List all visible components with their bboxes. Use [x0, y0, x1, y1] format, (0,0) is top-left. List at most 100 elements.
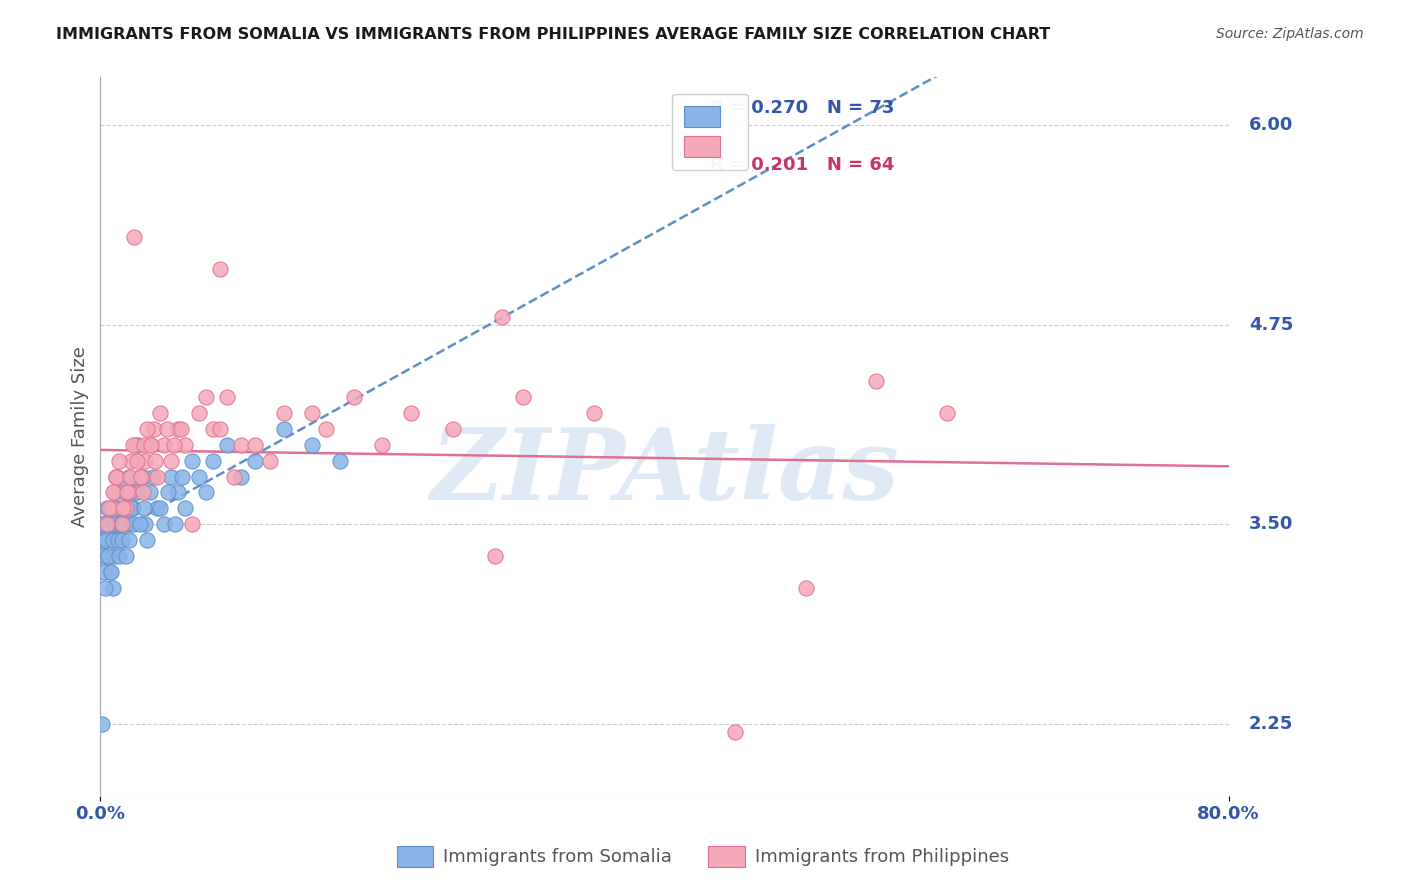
Immigrants from Somalia: [105, 501, 128, 516]
Immigrants from Somalia: [108, 517, 131, 532]
Immigrants from Somalia: [153, 517, 176, 532]
Immigrants from Philippines: [143, 453, 166, 467]
Immigrants from Somalia: [96, 501, 118, 516]
Immigrants from Philippines: [343, 390, 366, 404]
Immigrants from Somalia: [125, 485, 148, 500]
Immigrants from Philippines: [101, 485, 124, 500]
Immigrants from Somalia: [141, 469, 163, 483]
Immigrants from Somalia: [111, 533, 134, 548]
Immigrants from Philippines: [170, 422, 193, 436]
Immigrants from Philippines: [217, 390, 239, 404]
Text: Source: ZipAtlas.com: Source: ZipAtlas.com: [1216, 27, 1364, 41]
Immigrants from Somalia: [167, 485, 190, 500]
Immigrants from Philippines: [120, 453, 142, 467]
Immigrants from Somalia: [120, 501, 142, 516]
Text: R = 0.201   N = 64: R = 0.201 N = 64: [710, 156, 894, 175]
Immigrants from Philippines: [399, 406, 422, 420]
Immigrants from Somalia: [100, 533, 122, 548]
Immigrants from Philippines: [96, 517, 118, 532]
Immigrants from Somalia: [93, 533, 115, 548]
Legend: Immigrants from Somalia, Immigrants from Philippines: Immigrants from Somalia, Immigrants from…: [389, 838, 1017, 874]
Immigrants from Somalia: [172, 469, 194, 483]
Immigrants from Somalia: [110, 517, 132, 532]
Immigrants from Somalia: [97, 549, 120, 564]
Text: 2.25: 2.25: [1249, 714, 1294, 733]
Immigrants from Somalia: [131, 469, 153, 483]
Immigrants from Philippines: [97, 501, 120, 516]
Immigrants from Somalia: [195, 485, 218, 500]
Immigrants from Philippines: [149, 406, 172, 420]
Immigrants from Philippines: [202, 422, 225, 436]
Immigrants from Somalia: [98, 566, 121, 580]
Immigrants from Somalia: [101, 581, 124, 595]
Immigrants from Philippines: [209, 422, 232, 436]
Immigrants from Somalia: [94, 549, 117, 564]
Immigrants from Somalia: [111, 485, 134, 500]
Immigrants from Philippines: [115, 485, 138, 500]
Immigrants from Somalia: [115, 549, 138, 564]
Immigrants from Somalia: [112, 517, 135, 532]
Immigrants from Somalia: [91, 549, 114, 564]
Immigrants from Somalia: [110, 533, 132, 548]
Immigrants from Somalia: [104, 517, 127, 532]
Immigrants from Philippines: [139, 437, 162, 451]
Immigrants from Philippines: [231, 437, 253, 451]
Immigrants from Somalia: [329, 453, 352, 467]
Immigrants from Philippines: [512, 390, 534, 404]
Immigrants from Somalia: [107, 533, 129, 548]
Immigrants from Somalia: [160, 469, 183, 483]
Immigrants from Somalia: [145, 501, 167, 516]
Immigrants from Philippines: [188, 406, 211, 420]
Immigrants from Philippines: [301, 406, 323, 420]
Text: 3.50: 3.50: [1249, 516, 1294, 533]
Immigrants from Somalia: [181, 453, 204, 467]
Immigrants from Philippines: [103, 485, 125, 500]
Immigrants from Philippines: [153, 437, 176, 451]
Legend: , : ,: [672, 94, 748, 169]
Immigrants from Somalia: [93, 566, 115, 580]
Immigrants from Philippines: [129, 469, 152, 483]
Immigrants from Somalia: [108, 549, 131, 564]
Immigrants from Philippines: [273, 406, 295, 420]
Immigrants from Somalia: [117, 469, 139, 483]
Immigrants from Philippines: [135, 422, 157, 436]
Immigrants from Somalia: [202, 453, 225, 467]
Immigrants from Philippines: [794, 581, 817, 595]
Immigrants from Philippines: [128, 469, 150, 483]
Immigrants from Philippines: [865, 374, 887, 388]
Immigrants from Philippines: [138, 437, 160, 451]
Immigrants from Somalia: [231, 469, 253, 483]
Immigrants from Philippines: [371, 437, 394, 451]
Immigrants from Philippines: [174, 437, 197, 451]
Immigrants from Philippines: [245, 437, 267, 451]
Immigrants from Philippines: [110, 517, 132, 532]
Immigrants from Somalia: [118, 517, 141, 532]
Immigrants from Somalia: [112, 501, 135, 516]
Immigrants from Somalia: [217, 437, 239, 451]
Immigrants from Somalia: [121, 501, 143, 516]
Immigrants from Somalia: [114, 501, 136, 516]
Immigrants from Philippines: [224, 469, 246, 483]
Immigrants from Somalia: [97, 517, 120, 532]
Immigrants from Somalia: [157, 485, 180, 500]
Immigrants from Somalia: [124, 485, 146, 500]
Immigrants from Philippines: [181, 517, 204, 532]
Immigrants from Philippines: [935, 406, 957, 420]
Immigrants from Philippines: [145, 469, 167, 483]
Immigrants from Philippines: [163, 437, 186, 451]
Immigrants from Somalia: [98, 517, 121, 532]
Text: 4.75: 4.75: [1249, 316, 1294, 334]
Immigrants from Somalia: [90, 717, 112, 731]
Y-axis label: Average Family Size: Average Family Size: [72, 346, 89, 527]
Immigrants from Philippines: [160, 453, 183, 467]
Immigrants from Somalia: [118, 533, 141, 548]
Immigrants from Philippines: [132, 437, 155, 451]
Immigrants from Somalia: [135, 533, 157, 548]
Immigrants from Philippines: [107, 453, 129, 467]
Immigrants from Somalia: [103, 549, 125, 564]
Immigrants from Philippines: [724, 725, 747, 739]
Immigrants from Somalia: [273, 422, 295, 436]
Immigrants from Philippines: [167, 422, 190, 436]
Immigrants from Philippines: [315, 422, 337, 436]
Immigrants from Philippines: [134, 453, 156, 467]
